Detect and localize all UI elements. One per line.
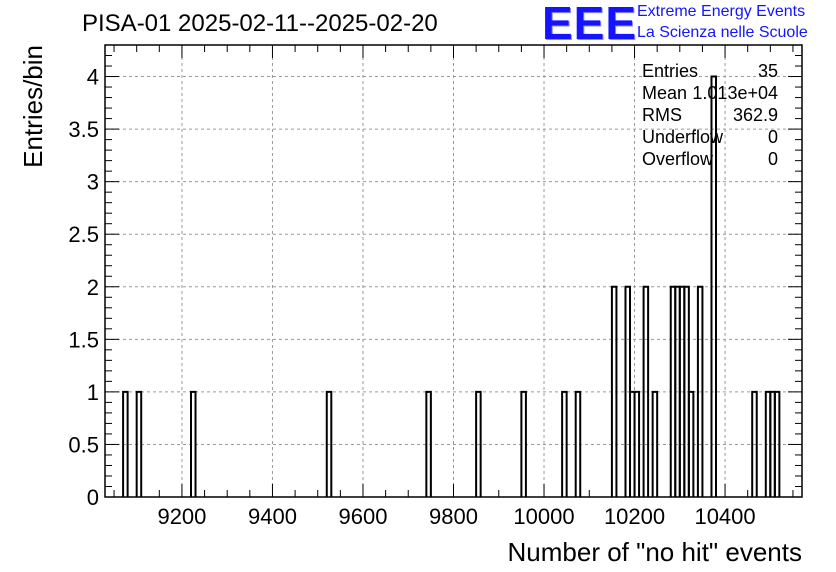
x-tick-label: 9800 (429, 504, 478, 529)
histogram-bar (135, 390, 143, 497)
histogram-bar (425, 390, 432, 497)
stats-label: Underflow (642, 127, 724, 147)
histogram-bar (561, 390, 568, 497)
x-tick-label: 9200 (157, 504, 206, 529)
x-tick-label: 10200 (604, 504, 665, 529)
histogram-bar (189, 390, 197, 497)
y-tick-label: 0 (87, 485, 99, 510)
stats-label: Entries (642, 61, 698, 81)
x-tick-label: 9400 (248, 504, 297, 529)
y-tick-label: 3.5 (68, 117, 99, 142)
y-tick-label: 3 (87, 170, 99, 195)
histogram-bar (696, 285, 704, 497)
y-axis-title: Entries/bin (18, 45, 48, 168)
histogram-bar (642, 285, 650, 497)
y-tick-label: 1.5 (68, 327, 99, 352)
histogram-bar (610, 285, 618, 497)
stats-value: 0 (768, 149, 778, 169)
y-tick-label: 2 (87, 275, 99, 300)
stats-value: 0 (768, 127, 778, 147)
histogram-bar (687, 390, 695, 497)
x-axis-title: Number of "no hit" events (508, 537, 803, 567)
histogram-bar (122, 390, 129, 497)
stats-value: 362.9 (733, 105, 778, 125)
stats-value: 35 (758, 61, 778, 81)
stats-label: Overflow (642, 149, 714, 169)
y-tick-label: 4 (87, 65, 99, 90)
stats-label: Mean (642, 83, 687, 103)
y-tick-label: 2.5 (68, 222, 99, 247)
histogram-bar (633, 390, 641, 497)
histogram-bar (325, 390, 333, 497)
histogram-bar (651, 390, 659, 497)
histogram-bar (520, 390, 527, 497)
y-tick-label: 1 (87, 380, 99, 405)
stats-label: RMS (642, 105, 682, 125)
eee-logo: EEE (542, 0, 638, 49)
x-tick-label: 10400 (694, 504, 755, 529)
logo-caption-line1: Extreme Energy Events (637, 3, 806, 20)
x-tick-label: 9600 (339, 504, 388, 529)
logo-caption-line2: La Scienza nelle Scuole (637, 24, 808, 41)
histogram-bar (574, 390, 582, 497)
x-tick-label: 10000 (513, 504, 574, 529)
y-tick-label: 0.5 (68, 432, 99, 457)
chart-title: PISA-01 2025-02-11--2025-02-20 (82, 10, 438, 37)
histogram-bar (751, 390, 758, 497)
histogram-bar (710, 75, 718, 497)
histogram-bar (475, 390, 482, 497)
histogram-bar (773, 390, 781, 497)
stats-value: 1.013e+04 (692, 83, 778, 103)
